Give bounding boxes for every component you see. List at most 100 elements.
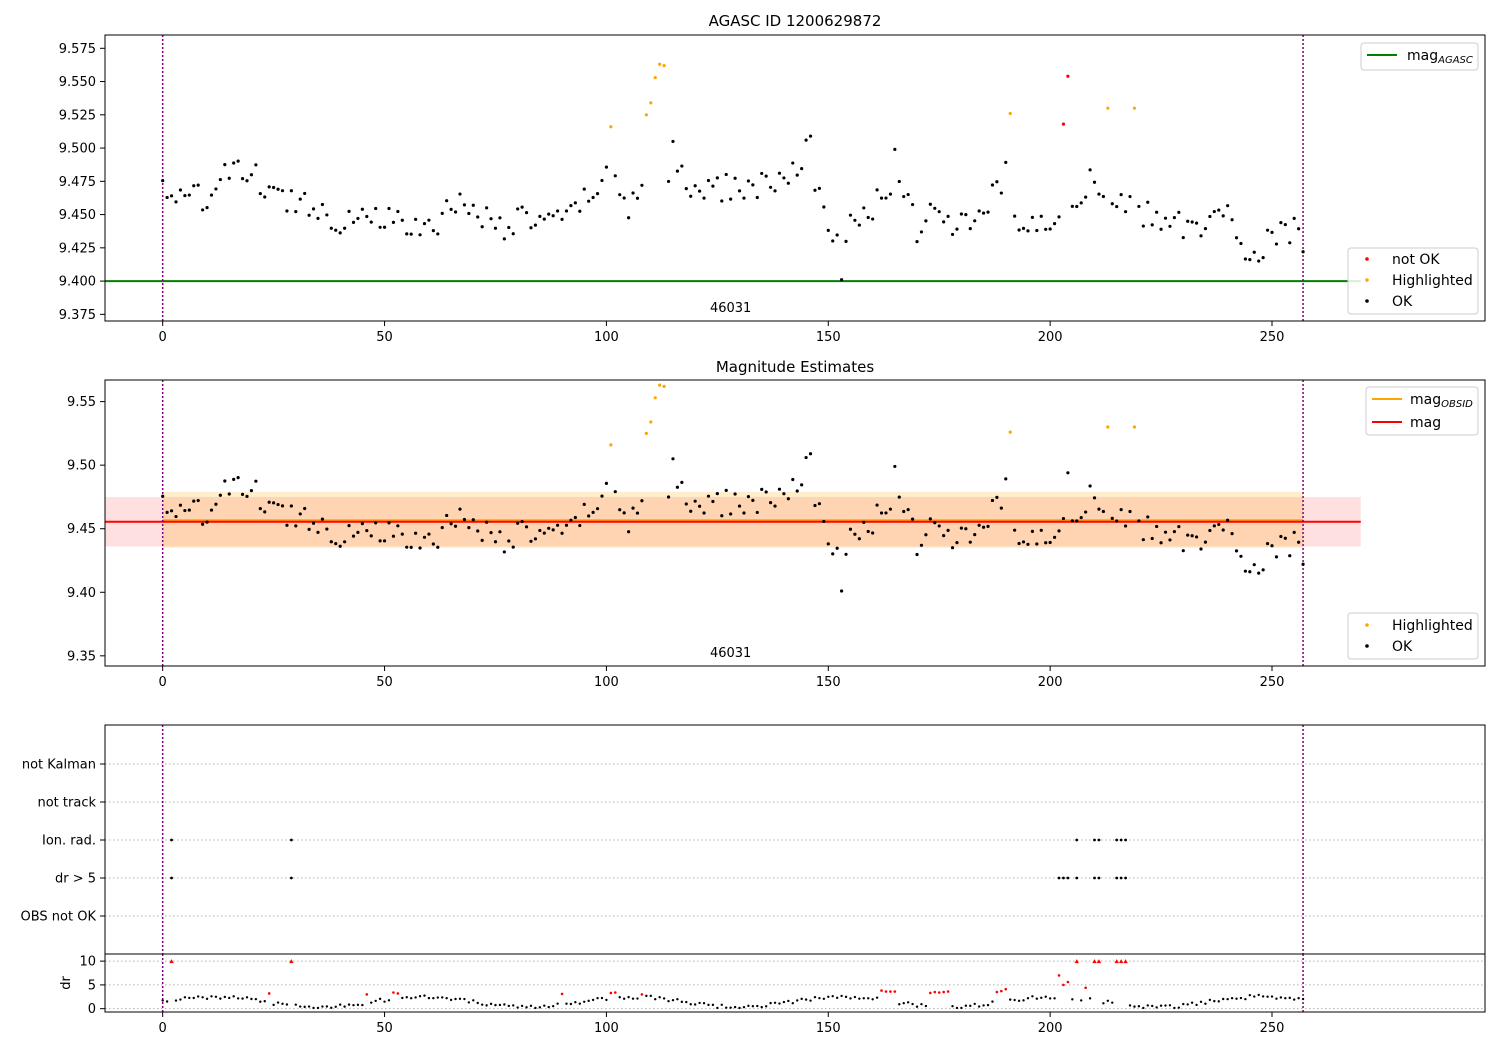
dr-point — [370, 1001, 373, 1004]
dr-point — [1217, 1000, 1220, 1003]
ok-point — [964, 527, 968, 531]
ok-point — [808, 134, 813, 138]
dr-point — [587, 999, 590, 1003]
dr-point — [236, 997, 240, 1000]
ok-point — [1203, 540, 1208, 544]
ok-point — [777, 487, 782, 491]
ok-point — [777, 171, 782, 175]
dr-point — [1257, 993, 1260, 997]
highlighted-point — [658, 383, 662, 387]
dr-high-point — [613, 991, 617, 994]
ok-point — [1048, 227, 1052, 231]
dr-point — [1111, 1001, 1114, 1004]
ok-point — [689, 194, 693, 198]
ok-point — [405, 232, 409, 236]
dr-point — [512, 1004, 515, 1007]
ok-point — [1115, 519, 1119, 523]
dr-point — [223, 995, 227, 999]
ok-point — [755, 510, 759, 515]
ok-point — [436, 232, 440, 236]
not-ok-point — [1066, 74, 1070, 78]
ok-point — [666, 495, 671, 499]
ok-point — [480, 225, 484, 229]
dr-point — [276, 1001, 280, 1004]
ok-point — [409, 545, 413, 549]
ok-point — [1217, 208, 1221, 212]
ok-point — [591, 195, 595, 200]
ok-point — [587, 199, 591, 203]
ok-point — [986, 524, 990, 528]
dr-high-point — [267, 992, 271, 995]
dr-point — [250, 997, 253, 1001]
y-tick-label: 9.40 — [67, 586, 96, 601]
legend-label: OK — [1392, 294, 1413, 310]
x-tick-label: 150 — [816, 330, 841, 345]
ok-point — [613, 174, 617, 178]
ok-point — [1057, 215, 1061, 219]
ok-point — [746, 494, 751, 499]
ok-point — [910, 517, 915, 521]
ok-point — [906, 192, 910, 197]
dr-point — [1230, 996, 1234, 1000]
dr-point — [503, 1003, 506, 1006]
ok-point — [879, 511, 884, 515]
ok-point — [1168, 538, 1172, 542]
dr-point — [964, 1004, 968, 1007]
dr-point — [1253, 995, 1256, 998]
dr-point — [809, 999, 812, 1002]
ok-point — [1181, 549, 1185, 553]
ok-point — [533, 537, 538, 541]
y-tick-label: 5 — [88, 978, 96, 993]
dr-point — [214, 995, 218, 998]
ok-point — [169, 194, 174, 198]
dr-point — [716, 1006, 719, 1010]
dr-point — [1177, 1006, 1181, 1009]
dr-point — [543, 1004, 546, 1007]
dr-clipped-marker — [1114, 959, 1119, 964]
ok-point — [329, 540, 333, 544]
dr-point — [520, 1004, 524, 1008]
dr-point — [1244, 997, 1247, 1001]
ok-point — [1004, 477, 1008, 481]
ok-point — [764, 490, 768, 494]
dr-high-point — [889, 990, 892, 993]
ok-point — [227, 492, 231, 496]
x-tick-label: 50 — [376, 675, 393, 690]
highlighted-point — [658, 62, 662, 66]
ok-point — [959, 526, 963, 530]
ok-point — [409, 232, 413, 236]
ok-point — [427, 532, 431, 536]
dr-point — [654, 998, 657, 1001]
ok-point — [1110, 202, 1114, 206]
x-tick-label: 200 — [1038, 1021, 1063, 1036]
agasc-magnitude-panel: AGASC ID 1200629872 0 50 100 150 200 250 9.375… — [59, 12, 1486, 345]
dr-point — [401, 996, 404, 1000]
dr-point — [1022, 999, 1025, 1002]
dr-point — [747, 1004, 750, 1008]
ok-point — [640, 183, 644, 187]
dr-point — [414, 996, 417, 999]
dr-point — [1106, 999, 1110, 1002]
dr-point — [1146, 1004, 1149, 1007]
ok-point — [1212, 524, 1216, 528]
panel-title: AGASC ID 1200629872 — [709, 12, 882, 30]
ok-point — [689, 509, 693, 513]
panel-marks: 0 50 100 150 200 250 9.35 9.40 9.45 9.50 9.55 — [67, 380, 1361, 690]
ok-point — [1097, 192, 1101, 196]
dr-point — [196, 995, 200, 998]
ok-point — [1044, 541, 1048, 545]
dr-high-point — [1062, 983, 1065, 987]
x-tick-label: 250 — [1260, 330, 1285, 345]
dr-point — [183, 996, 187, 999]
flag-point — [1093, 876, 1096, 880]
flag-point — [1119, 838, 1123, 842]
ok-point — [1265, 228, 1270, 232]
ok-point — [462, 517, 467, 522]
ok-point — [950, 546, 955, 550]
dr-point — [228, 996, 231, 1000]
y-tick-label: 9.425 — [59, 241, 96, 256]
dr-point — [702, 1002, 706, 1005]
flag-point — [289, 876, 293, 880]
ok-point — [924, 219, 928, 223]
ok-point — [414, 531, 418, 535]
